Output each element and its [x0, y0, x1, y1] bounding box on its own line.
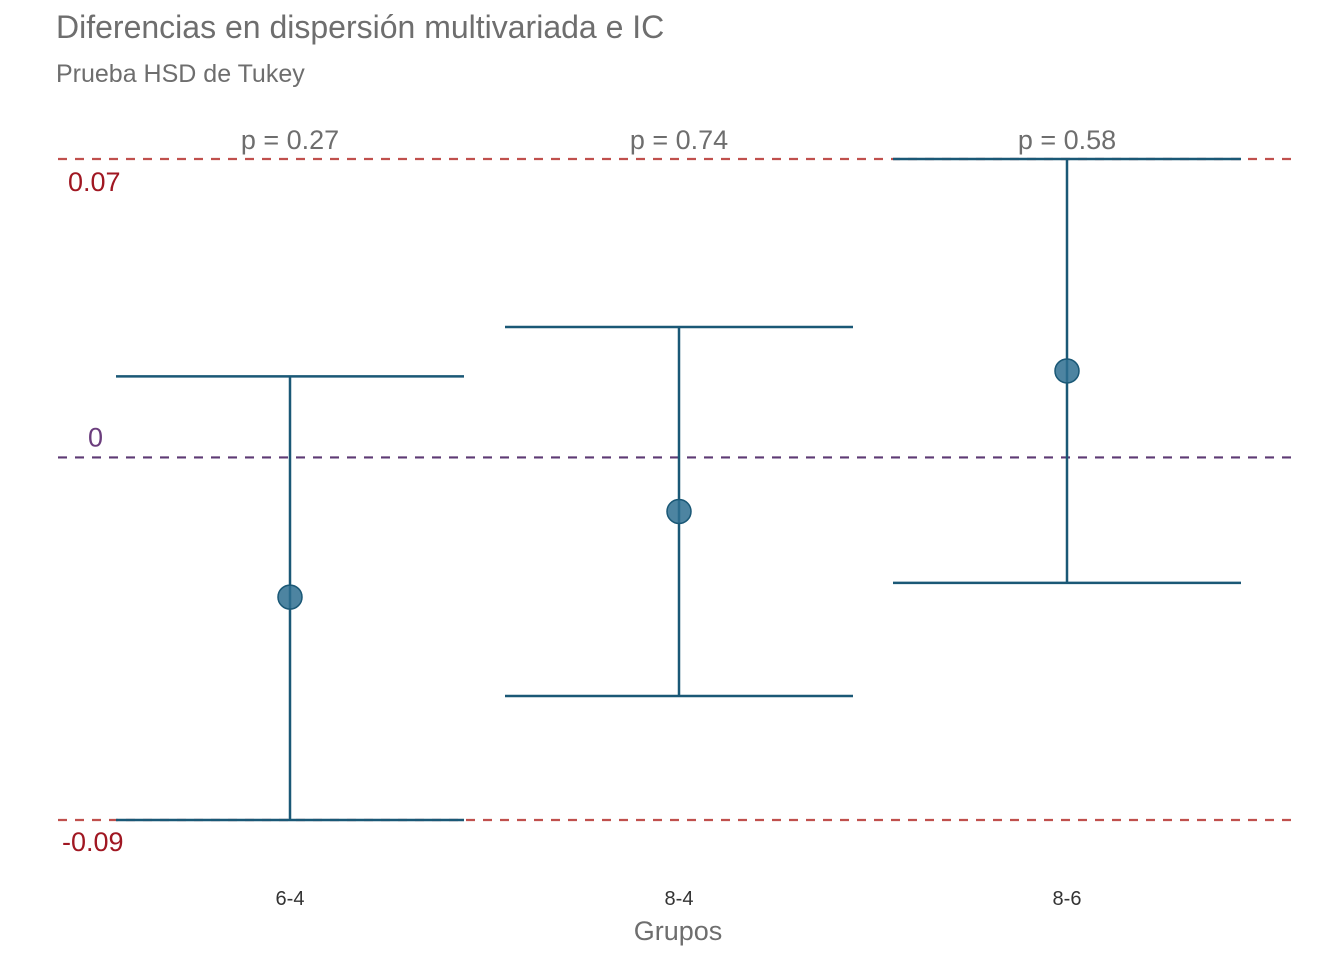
errorbar-6-4: p = 0.27 [116, 125, 464, 822]
x-tick-label: 8-6 [1053, 888, 1082, 910]
x-tick-label: 6-4 [276, 888, 305, 910]
reference-line-label-1: 0 [88, 422, 103, 452]
x-axis-label: Grupos [634, 916, 723, 946]
chart-subtitle: Prueba HSD de Tukey [56, 60, 305, 88]
estimate-point [666, 498, 692, 525]
p-value-label: p = 0.74 [630, 125, 728, 155]
error-bars: p = 0.27 p = 0.74 p = 0.58 [116, 125, 1241, 822]
estimate-point [1054, 358, 1080, 384]
errorbar-8-4: p = 0.74 [505, 125, 853, 698]
errorbar-8-6: p = 0.58 [893, 125, 1241, 585]
x-tick-label: 8-4 [665, 888, 694, 910]
x-axis-ticks: 6-4 8-4 8-6 [276, 888, 1082, 910]
estimate-point [277, 584, 303, 610]
reference-line-label-0: 0.07 [68, 167, 121, 197]
chart-title: Diferencias en dispersión multivariada e… [56, 9, 664, 45]
p-value-label: p = 0.27 [241, 125, 339, 155]
p-value-label: p = 0.58 [1018, 125, 1116, 155]
reference-line-label-2: -0.09 [62, 827, 124, 857]
